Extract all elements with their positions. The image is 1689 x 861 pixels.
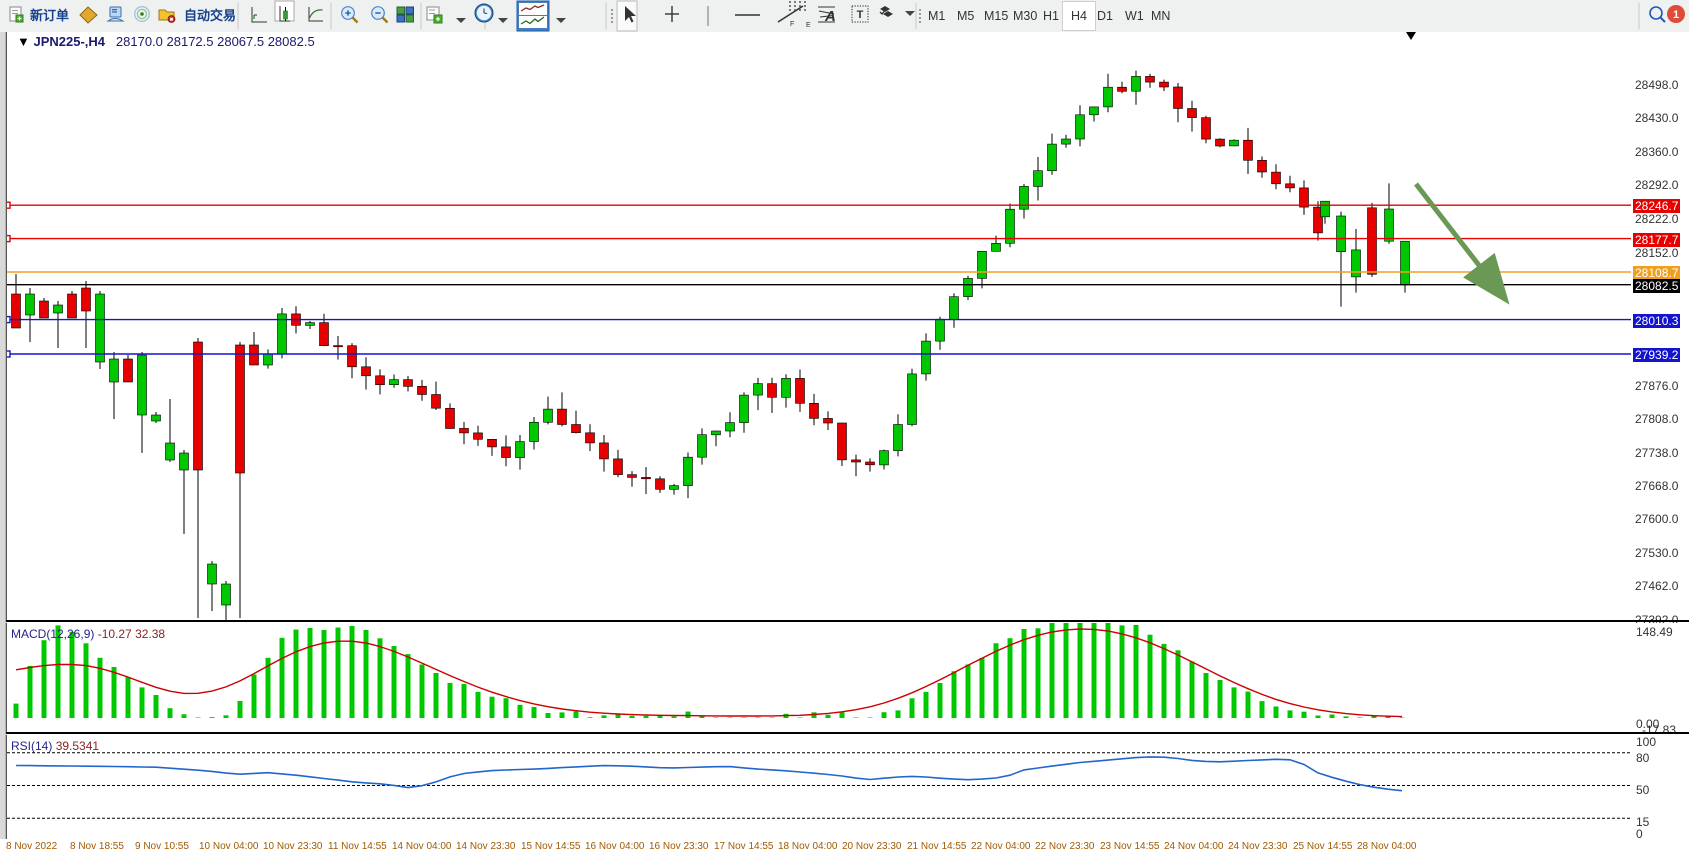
svg-text:自动交易: 自动交易 — [184, 8, 236, 23]
svg-text:T: T — [857, 9, 864, 21]
svg-text:A: A — [824, 8, 836, 25]
svg-text:新订单: 新订单 — [30, 8, 69, 23]
svg-text:E: E — [806, 22, 811, 29]
svg-text:F: F — [790, 21, 794, 28]
svg-text:1: 1 — [1673, 9, 1679, 21]
